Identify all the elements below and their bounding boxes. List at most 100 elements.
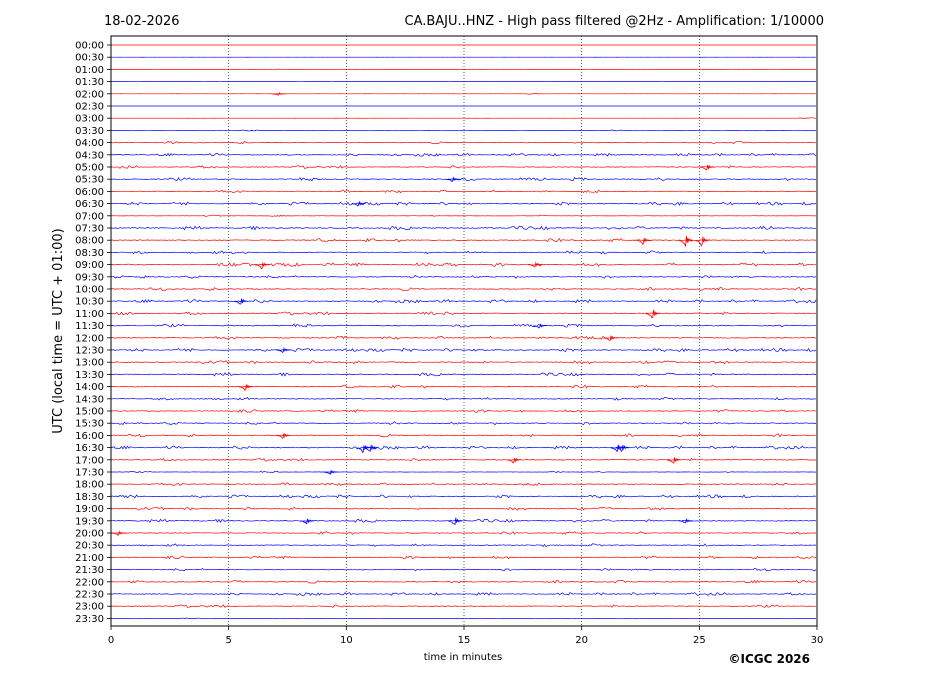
seismic-traces	[110, 44, 817, 620]
y-tick-label: 05:30	[75, 175, 104, 186]
header-date: 18-02-2026	[104, 14, 180, 29]
trace-line	[110, 555, 817, 560]
y-tick-label: 13:30	[75, 370, 104, 381]
x-tick-label: 5	[225, 635, 231, 646]
y-tick-label: 18:00	[75, 480, 104, 491]
y-tick-label: 00:00	[75, 41, 104, 52]
trace-line	[110, 93, 817, 95]
trace-line	[110, 518, 817, 524]
event-spike	[363, 444, 378, 452]
trace-line	[110, 433, 817, 438]
trace-line	[110, 141, 817, 145]
y-tick-label: 08:30	[75, 248, 104, 259]
event-spike	[276, 346, 291, 353]
trace-line	[111, 165, 817, 169]
trace-line	[110, 543, 817, 548]
event-spike	[234, 298, 249, 305]
trace-line	[110, 470, 817, 474]
trace-line	[110, 372, 817, 377]
event-spike	[448, 517, 463, 526]
trace-line	[110, 347, 817, 353]
trace-line	[110, 409, 817, 413]
event-spike	[445, 176, 460, 182]
y-tick-label: 10:30	[75, 297, 104, 308]
y-tick-label: 19:30	[75, 516, 104, 527]
trace-line	[110, 494, 817, 499]
y-tick-label: 06:00	[75, 187, 104, 198]
x-ticks: 0 5 10 15 20 25 30	[108, 626, 824, 646]
event-spike	[238, 384, 253, 391]
y-tick-label: 00:30	[75, 53, 104, 64]
event-spike	[356, 444, 371, 453]
y-axis-label: UTC (local time = UTC + 01:00)	[51, 228, 66, 433]
x-tick-label: 20	[575, 635, 588, 646]
y-tick-label: 23:30	[75, 614, 104, 625]
y-tick-label: 17:00	[75, 455, 104, 466]
trace-line	[110, 117, 817, 119]
x-tick-label: 30	[811, 635, 824, 646]
y-tick-label: 11:30	[75, 321, 104, 332]
y-tick-label: 01:00	[75, 65, 104, 76]
y-tick-label: 21:30	[75, 565, 104, 576]
trace-line	[110, 250, 817, 255]
trace-line	[110, 384, 817, 389]
y-tick-label: 14:00	[75, 382, 104, 393]
y-tick-label: 16:00	[75, 431, 104, 442]
trace-line	[110, 152, 817, 157]
y-tick-label: 21:00	[75, 553, 104, 564]
trace-line	[110, 287, 817, 292]
y-tick-label: 23:00	[75, 602, 104, 613]
event-spike	[532, 323, 547, 329]
event-spike	[678, 236, 693, 247]
trace-line	[110, 568, 817, 572]
y-tick-label: 15:30	[75, 419, 104, 430]
trace-line	[110, 214, 817, 217]
copyright-text: ©ICGC 2026	[728, 652, 810, 666]
event-spike	[603, 335, 618, 341]
trace-line	[110, 68, 816, 71]
event-spike	[299, 518, 315, 525]
y-tick-label: 19:00	[75, 504, 104, 515]
y-tick-label: 22:30	[75, 590, 104, 601]
trace-line	[110, 445, 817, 450]
y-tick-label: 22:00	[75, 577, 104, 588]
trace-line	[110, 396, 817, 401]
trace-line	[110, 506, 817, 511]
event-spike	[636, 237, 651, 245]
event-spike	[111, 530, 126, 536]
y-tick-label: 04:00	[75, 138, 104, 149]
y-tick-label: 07:30	[75, 224, 104, 235]
y-tick-label: 09:00	[75, 260, 104, 271]
event-spike	[351, 200, 366, 207]
trace-line	[110, 129, 817, 132]
trace-line	[110, 189, 817, 194]
y-tick-label: 10:00	[75, 285, 104, 296]
trace-line	[110, 592, 817, 596]
event-spike	[615, 444, 630, 452]
y-tick-label: 06:30	[75, 199, 104, 210]
y-tick-label: 03:00	[75, 114, 104, 125]
event-spike	[255, 262, 270, 270]
trace-line	[110, 604, 817, 608]
header-title: CA.BAJU..HNZ - High pass filtered @2Hz -…	[405, 14, 825, 29]
event-spike	[507, 457, 522, 464]
event-spike	[695, 236, 710, 247]
x-tick-label: 10	[340, 635, 353, 646]
trace-line	[110, 579, 816, 584]
trace-line	[110, 238, 817, 243]
y-tick-label: 17:30	[75, 468, 104, 479]
x-tick-label: 25	[693, 635, 706, 646]
event-spike	[276, 433, 291, 439]
trace-line	[110, 274, 817, 279]
trace-line	[110, 457, 817, 462]
event-spike	[528, 261, 543, 268]
y-tick-label: 16:30	[75, 443, 104, 454]
plot-frame	[110, 35, 818, 627]
x-tick-label: 0	[108, 635, 114, 646]
trace-line	[110, 201, 817, 206]
trace-line	[110, 531, 817, 535]
trace-line	[110, 421, 817, 426]
y-tick-label: 09:30	[75, 272, 104, 283]
trace-line	[110, 177, 817, 182]
